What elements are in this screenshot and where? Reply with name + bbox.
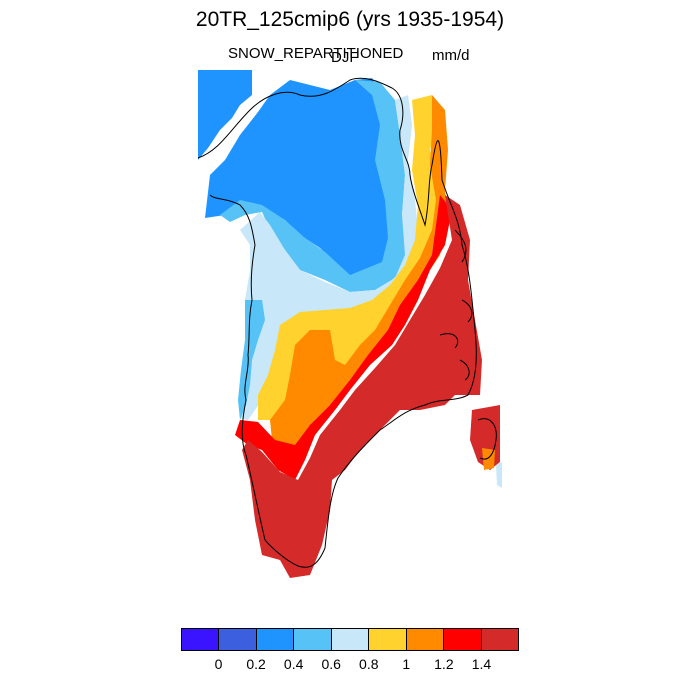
colorbar-box-3	[294, 629, 332, 650]
colorbar-label: 1.4	[471, 656, 492, 672]
variable-name: SNOW_REPARTITIONED	[228, 45, 404, 62]
season-label: DJF	[331, 49, 359, 66]
colorbar-label: 1	[402, 656, 411, 672]
region-darkred-south	[242, 195, 482, 578]
colorbar-label: 0.4	[283, 656, 304, 672]
map-title: 20TR_125cmip6 (yrs 1935-1954)	[195, 8, 505, 31]
colorbar-label: 0.2	[246, 656, 266, 672]
colorbar-box-4	[331, 629, 370, 650]
colorbar-label: 1.2	[434, 656, 454, 672]
colorbar-label: 0.6	[321, 656, 341, 672]
region-orange	[270, 95, 448, 450]
colorbar-box-0	[182, 629, 220, 650]
region-nw-island	[198, 70, 252, 160]
region-east-island-pale	[496, 462, 502, 488]
colorbar-box-1	[219, 629, 257, 650]
coastline-east-island	[477, 418, 497, 460]
coastline-fjord-east	[439, 229, 473, 381]
colorbar-label: 0	[214, 656, 223, 672]
region-lightblue-north	[220, 80, 410, 292]
colorbar-box-6	[406, 629, 445, 650]
colorbar-box-5	[369, 629, 407, 650]
units-label: mm/d	[432, 47, 470, 64]
colorbar-box-2	[256, 629, 295, 650]
colorbar-box-7	[444, 629, 482, 650]
colorbar-box-8	[481, 629, 518, 650]
region-blue-north	[205, 78, 392, 278]
coastline	[197, 77, 477, 568]
colorbar	[181, 628, 519, 651]
colorbar-label: 0.8	[359, 656, 379, 672]
